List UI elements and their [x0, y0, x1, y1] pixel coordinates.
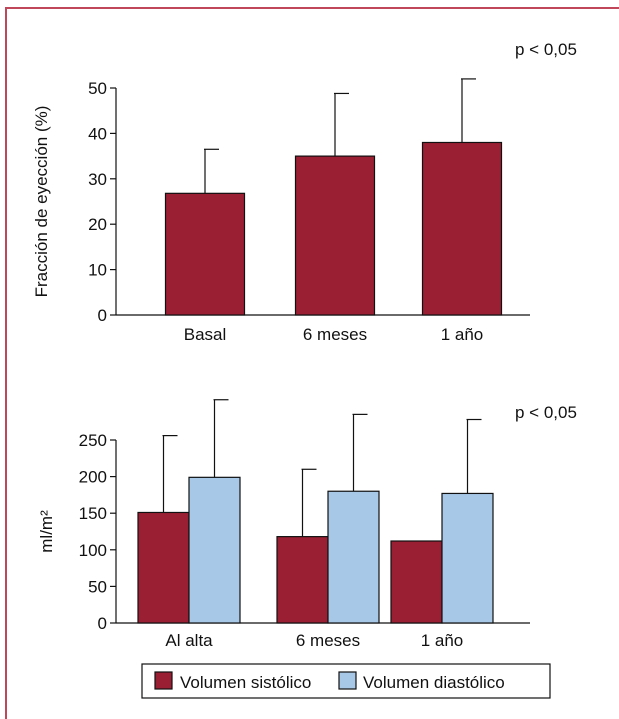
y-tick-label: 100 [79, 541, 107, 560]
volume-chart: 0 50 100 150 200 250 ml/m² p < 0,05 Al alta 6 mes… [37, 399, 577, 699]
y-tick-label: 30 [88, 170, 107, 189]
ejection-fraction-chart: 0 10 20 30 40 50 Fracción de eyección (%) p < 0… [32, 40, 577, 344]
y-tick-label: 0 [98, 614, 107, 633]
x-tick-label: Basal [184, 325, 227, 344]
y-tick-label: 0 [98, 306, 107, 325]
y-tick-label: 250 [79, 431, 107, 450]
legend-swatch [338, 671, 357, 690]
legend: Volumen sistólico Volumen diastólico [141, 663, 551, 699]
bar [441, 492, 494, 624]
x-tick-label: 6 meses [296, 631, 360, 650]
y-tick-label: 40 [88, 124, 107, 143]
bar [390, 540, 443, 624]
bar [421, 141, 503, 316]
bar [137, 511, 190, 624]
bar [188, 476, 241, 624]
legend-label: Volumen sistólico [180, 673, 311, 692]
x-tick-label: 1 año [441, 325, 484, 344]
bar [164, 192, 246, 316]
y-axis-label: ml/m² [37, 510, 56, 553]
p-value-annotation: p < 0,05 [515, 403, 577, 422]
y-tick-label: 50 [88, 79, 107, 98]
y-tick-label: 150 [79, 504, 107, 523]
legend-label: Volumen diastólico [363, 673, 505, 692]
legend-swatch [154, 671, 173, 690]
p-value-annotation: p < 0,05 [515, 40, 577, 59]
y-tick-label: 50 [88, 577, 107, 596]
y-tick-label: 200 [79, 468, 107, 487]
y-tick-label: 20 [88, 215, 107, 234]
x-tick-label: 1 año [421, 631, 464, 650]
y-tick-label: 10 [88, 261, 107, 280]
x-tick-label: 6 meses [303, 325, 367, 344]
y-axis-label: Fracción de eyección (%) [32, 106, 51, 298]
bar [294, 155, 376, 316]
x-tick-label: Al alta [165, 631, 213, 650]
bar [327, 490, 380, 624]
bar [276, 536, 329, 624]
